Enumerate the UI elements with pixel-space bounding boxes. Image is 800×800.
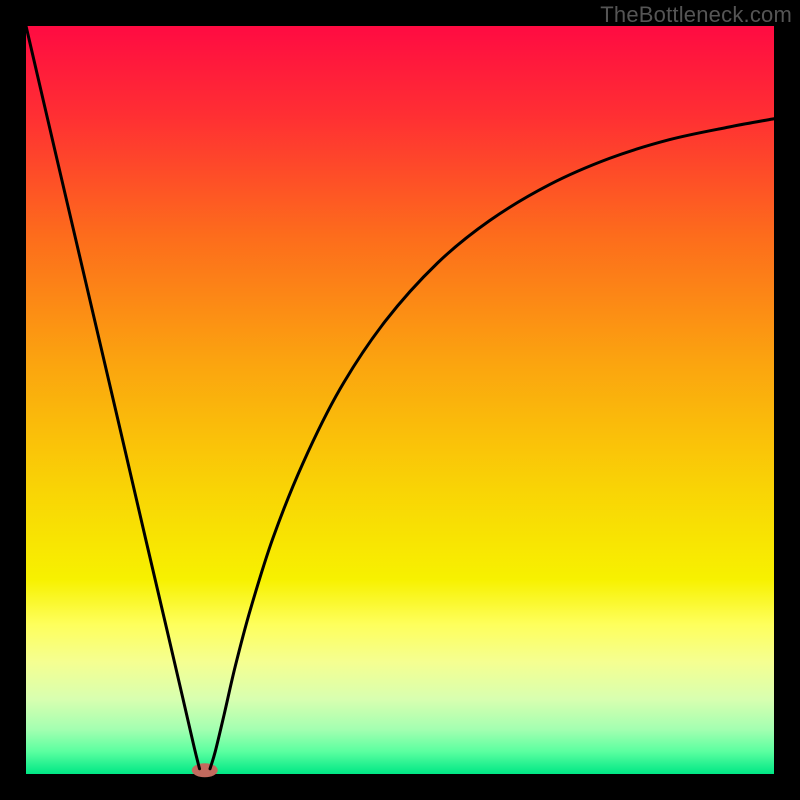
chart-background: [26, 26, 774, 774]
watermark-text: TheBottleneck.com: [600, 2, 792, 28]
bottleneck-curve-chart: [0, 0, 800, 800]
optimal-point-marker: [192, 763, 218, 777]
chart-frame: TheBottleneck.com: [0, 0, 800, 800]
